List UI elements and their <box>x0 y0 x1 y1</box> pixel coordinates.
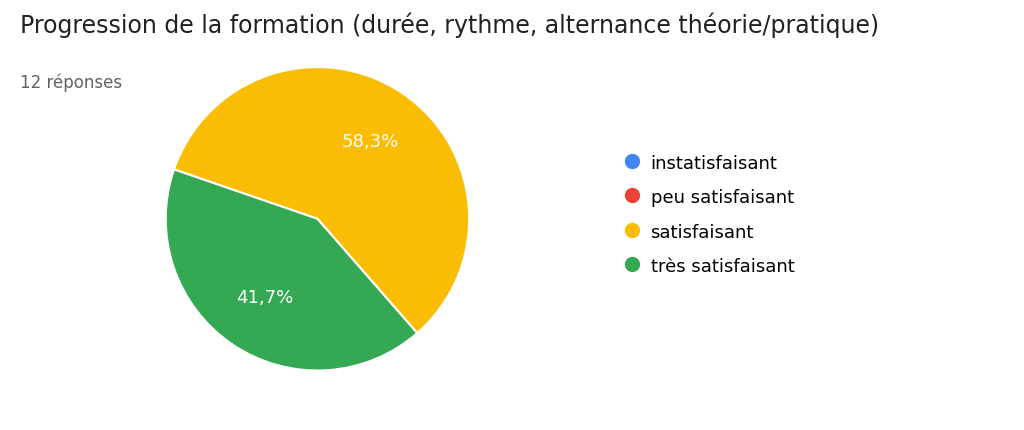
Text: 41,7%: 41,7% <box>237 288 294 306</box>
Legend: instatisfaisant, peu satisfaisant, satisfaisant, très satisfaisant: instatisfaisant, peu satisfaisant, satis… <box>624 154 795 276</box>
Wedge shape <box>174 68 469 333</box>
Wedge shape <box>166 170 417 371</box>
Text: 58,3%: 58,3% <box>341 132 398 150</box>
Text: 12 réponses: 12 réponses <box>20 73 123 92</box>
Text: Progression de la formation (durée, rythme, alternance théorie/pratique): Progression de la formation (durée, ryth… <box>20 13 880 38</box>
